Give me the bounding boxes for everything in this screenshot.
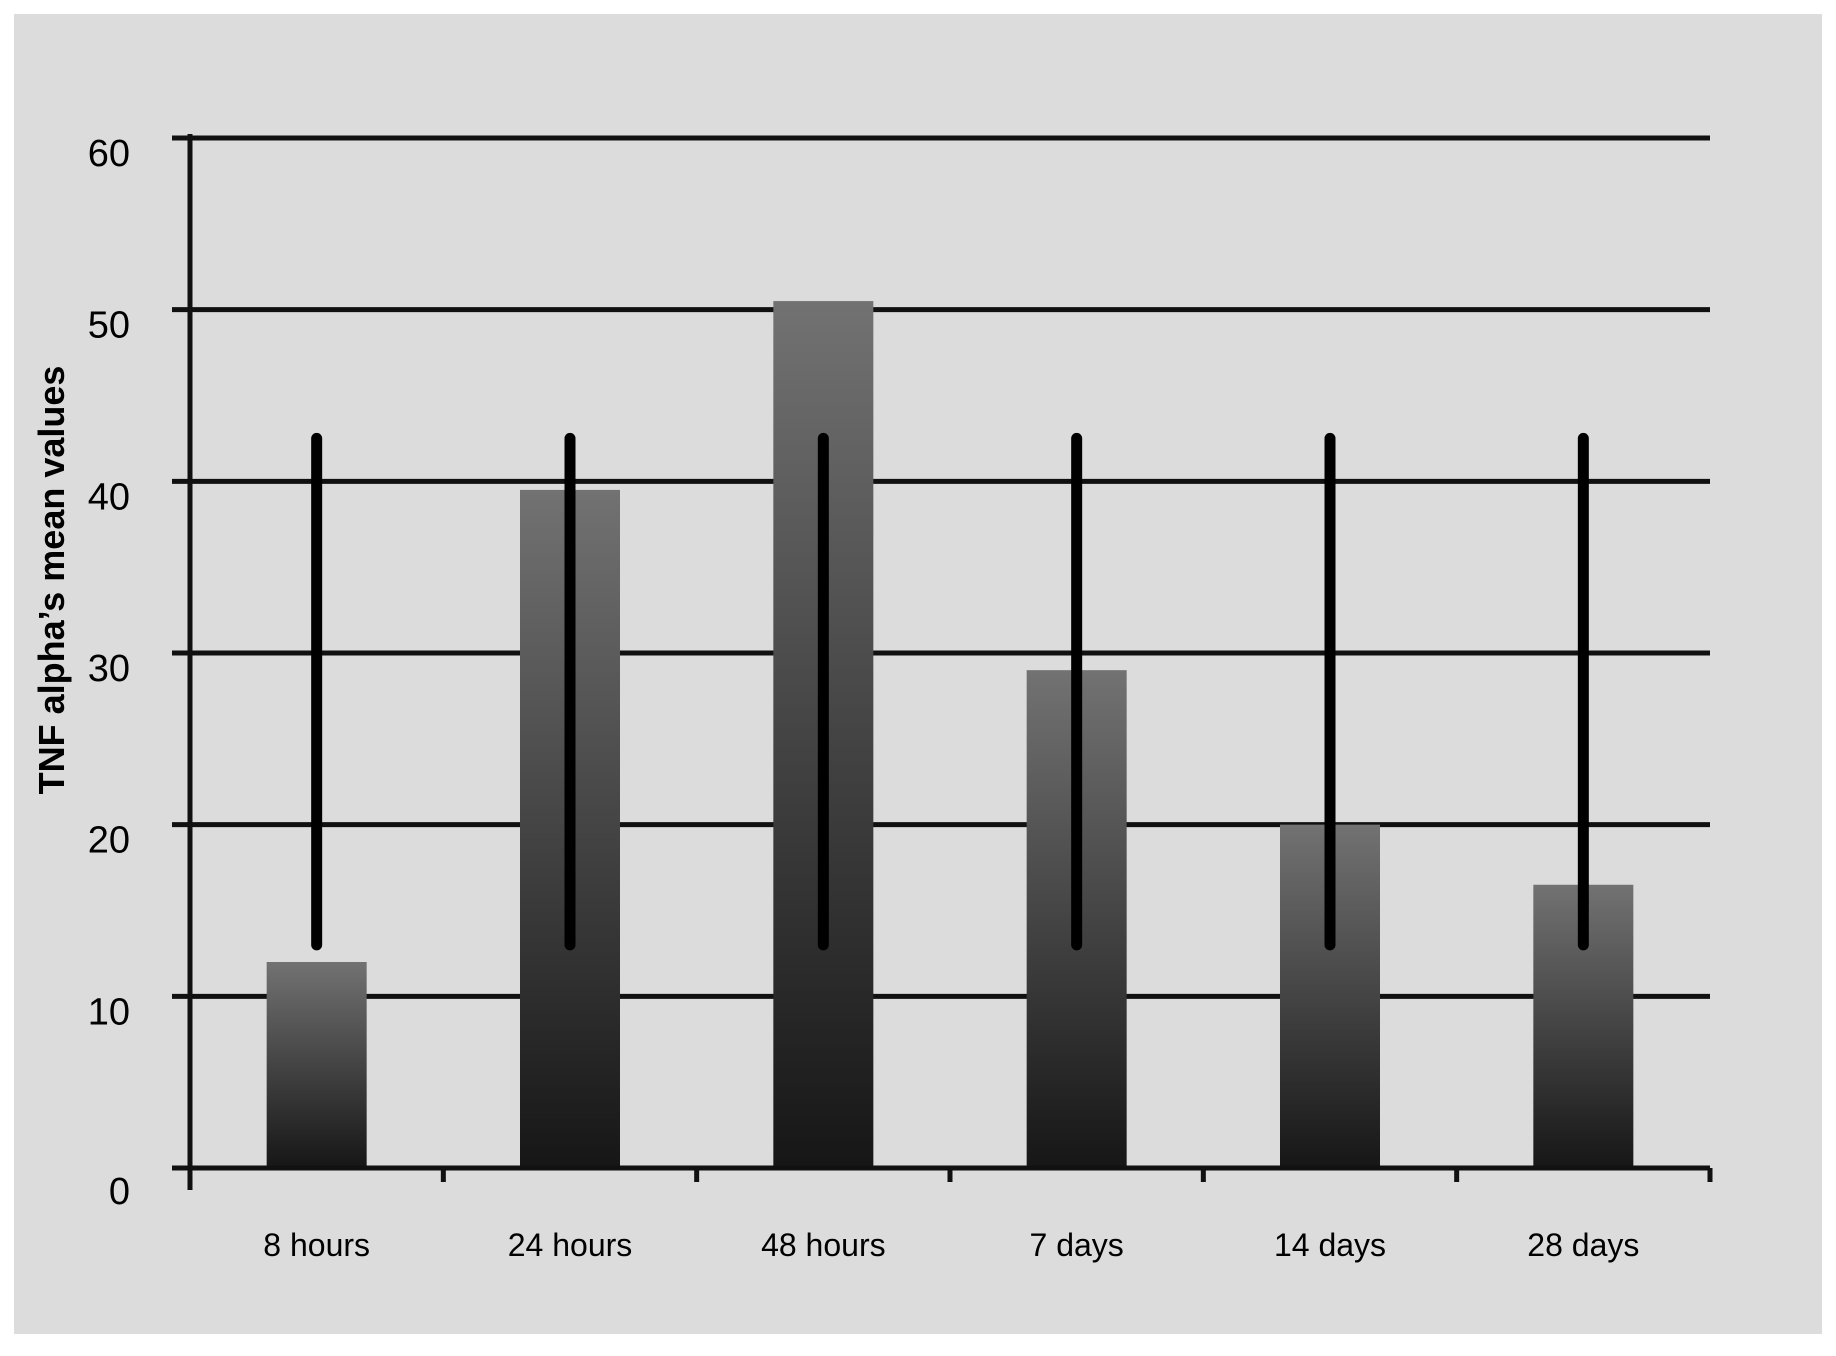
error-bars: [311, 432, 1589, 951]
y-tick-label: 40: [88, 476, 130, 518]
bar: [266, 962, 367, 1168]
x-tick-label: 24 hours: [508, 1227, 633, 1263]
y-tick-labels: 0 10 20 30 40 50 60: [88, 133, 130, 1213]
x-tick-label: 7 days: [1030, 1227, 1124, 1263]
y-tick-label: 50: [88, 305, 130, 347]
x-tick-labels: 8 hours 24 hours 48 hours 7 days 14 days 28 d…: [263, 1227, 1639, 1263]
y-tick-label: 20: [88, 820, 130, 862]
x-tick-label: 48 hours: [761, 1227, 886, 1263]
axes: [172, 134, 1713, 1190]
y-tick-label: 30: [88, 648, 130, 690]
y-tick-label: 0: [109, 1171, 130, 1213]
gridlines: [172, 135, 1710, 999]
y-tick-label: 10: [88, 991, 130, 1033]
x-tick-label: 28 days: [1527, 1227, 1639, 1263]
x-tick-label: 14 days: [1274, 1227, 1386, 1263]
y-axis-label: TNF alpha’s mean values: [31, 366, 72, 795]
y-tick-label: 60: [88, 133, 130, 175]
x-tick-label: 8 hours: [263, 1227, 370, 1263]
